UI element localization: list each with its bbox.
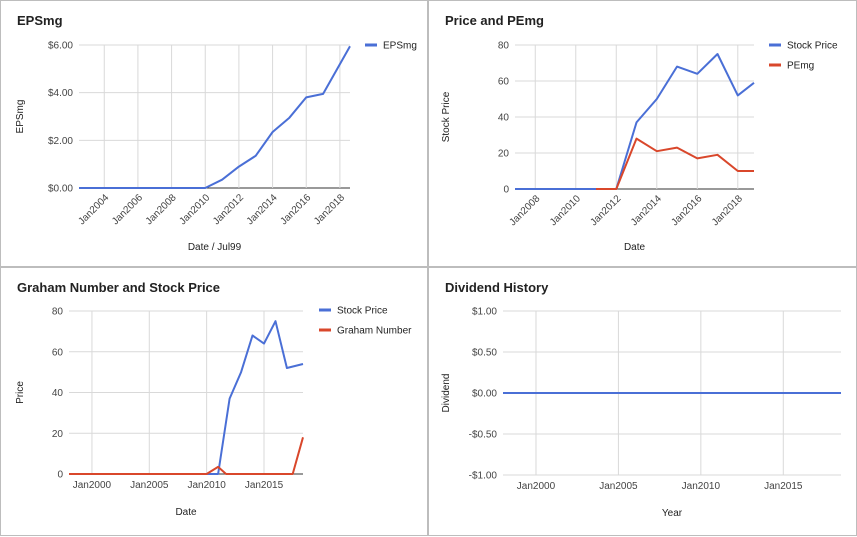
y-tick-label: 80 [498,41,510,52]
x-tick-label: Jan2005 [599,481,638,492]
chart-title: EPSmg [17,13,63,28]
y-axis-label: Stock Price [441,91,452,142]
y-tick-label: 0 [503,185,509,196]
x-axis-label: Date [175,507,197,518]
chart-title: Graham Number and Stock Price [17,280,221,295]
x-tick-label: Jan2018 [710,193,745,228]
graham-number-chart-panel: Graham Number and Stock Price 0 20 40 60 80 J… [0,267,428,536]
x-tick-label: Jan2014 [629,193,664,228]
chart-svg: $0.00 $2.00 $4.00 $6.00 Jan2004Jan2006Jan200… [15,41,417,254]
series-line [79,45,351,189]
x-tick-label: Jan2010 [177,192,212,227]
y-axis-label: Dividend [441,374,452,413]
series-line [596,137,754,190]
x-tick-label: Jan2005 [130,480,169,491]
x-tick-label: Jan2000 [517,481,556,492]
y-tick-label: $1.00 [472,307,497,318]
y-axis-label: Price [15,381,26,404]
y-tick-label: $2.00 [48,136,73,147]
chart-svg: -$1.00 -$0.50 $0.00 $0.50 $1.00 Jan2000 Jan200… [441,307,841,519]
epsmg-chart-panel: EPSmg $0.00 $2.00 $4.00 $6.00 Jan2004 Jan2006… [0,0,428,267]
y-tick-label: 20 [52,429,64,440]
x-tick-label: Jan2015 [764,481,803,492]
legend-label: Graham Number [337,326,412,337]
x-tick-label: Jan2018 [312,192,347,227]
y-tick-label: 20 [498,149,510,160]
x-axis-label: Date [624,242,646,253]
y-tick-label: $4.00 [48,88,73,99]
legend-label: PEmg [787,61,814,72]
x-axis-label: Year [662,508,683,519]
y-tick-label: $0.50 [472,348,497,359]
x-tick-label: Jan2006 [110,192,145,227]
price-pemg-chart-panel: Price and PEmg 0 20 40 60 80 Jan2008 Jan2010 Ja… [428,0,857,267]
y-tick-label: 80 [52,307,64,318]
x-tick-label: Jan2010 [548,193,583,228]
chart-title: Dividend History [445,280,549,295]
x-tick-label: Jan2010 [682,481,721,492]
x-tick-label: Jan2014 [245,192,280,227]
x-tick-label: Jan2010 [187,480,226,491]
x-tick-label: Jan2015 [245,480,284,491]
y-tick-label: 40 [52,388,64,399]
x-tick-label: Jan2012 [211,192,246,227]
y-tick-label: $0.00 [48,184,73,195]
y-tick-label: -$1.00 [469,471,498,482]
x-tick-label: Jan2016 [278,192,313,227]
x-axis-label: Date / Jul99 [188,242,242,253]
legend-label: EPSmg [383,41,417,52]
series-line [515,53,755,190]
y-tick-label: -$0.50 [469,430,498,441]
y-tick-label: 60 [498,77,510,88]
legend-label: Stock Price [337,306,388,317]
x-tick-label: Jan2004 [76,192,111,227]
legend-label: Stock Price [787,41,838,52]
y-tick-label: 40 [498,113,510,124]
y-tick-label: 0 [57,470,63,481]
x-tick-label: Jan2008 [144,192,179,227]
x-tick-label: Jan2012 [588,193,623,228]
x-tick-label: Jan2000 [73,480,112,491]
series-line [69,320,304,475]
y-axis-label: EPSmg [15,100,26,134]
y-tick-label: 60 [52,347,64,358]
series-line [69,437,304,475]
y-tick-label: $6.00 [48,41,73,52]
dividend-history-chart-panel: Dividend History -$1.00 -$0.50 $0.00 $0.50 $… [428,267,857,536]
chart-title: Price and PEmg [445,13,544,28]
chart-svg: 0 20 40 60 80 Jan2000 Jan2005 Jan2010 Jan2015 Dat… [15,306,412,519]
x-tick-label: Jan2008 [507,193,542,228]
x-tick-label: Jan2016 [669,193,704,228]
y-tick-label: $0.00 [472,389,497,400]
